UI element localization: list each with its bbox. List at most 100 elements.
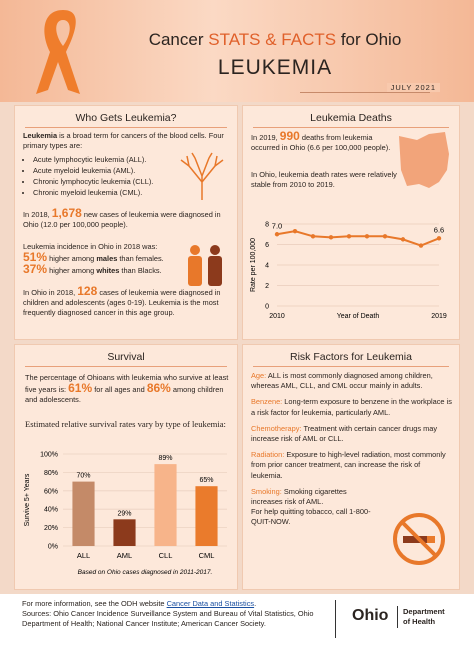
risk-item: Radiation: Exposure to high-level radiat… (251, 450, 453, 481)
point (274, 232, 280, 237)
list-item: Chronic lymphocytic leukemia (CLL). (33, 176, 183, 187)
x-tick-label: AML (117, 551, 132, 560)
y-tick-label: 4 (265, 263, 269, 270)
text: is a broad term for cancers of the blood… (23, 131, 224, 151)
point (292, 228, 298, 234)
panel-title: Leukemia Deaths (310, 112, 392, 124)
point (400, 237, 406, 242)
text: In 2018, (23, 210, 52, 219)
type-list: Acute lymphocytic leukemia (ALL). Acute … (23, 154, 183, 198)
risk-label: Chemotherapy: (251, 423, 302, 433)
x-tick-label: 2010 (269, 313, 285, 320)
logo-divider (397, 606, 398, 628)
title-highlight: STATS & FACTS (208, 30, 337, 49)
y-tick-label: 40% (44, 507, 58, 514)
text: higher among (47, 254, 97, 264)
term: Leukemia (23, 131, 58, 140)
risk-text: ALL is most commonly diagnosed among chi… (251, 371, 433, 391)
annotation: Based on Ohio cases diagnosed in 2011-20… (78, 569, 213, 576)
paragraph: Leukemia incidence in Ohio in 2018 was: … (23, 242, 183, 276)
paragraph: Leukemia is a broad term for cancers of … (23, 131, 228, 151)
line (276, 230, 440, 247)
y-tick-label: 0 (265, 304, 269, 311)
risk-item: Benzene: Long-term exposure to benzene i… (251, 397, 453, 417)
text: of Health (403, 616, 436, 626)
footer: For more information, see the ODH websit… (0, 594, 474, 645)
text: higher among (47, 266, 97, 276)
highlight-number: 51% (23, 250, 48, 265)
header: Cancer STATS & FACTS for Ohio LEUKEMIA J… (0, 0, 474, 102)
point (328, 235, 334, 240)
data-label: 7.0 (272, 221, 282, 230)
header-title: Cancer STATS & FACTS for Ohio (110, 30, 440, 50)
divider (335, 600, 336, 638)
text: Department (403, 607, 445, 616)
title-rule (25, 366, 227, 367)
text: In Ohio in 2018, (23, 288, 78, 297)
point (364, 234, 370, 239)
text: For more information, see the ODH websit… (22, 599, 167, 608)
highlight-number: 61% (68, 381, 93, 396)
sources: Sources: Ohio Cancer Incidence Surveilla… (22, 609, 314, 628)
text: . (254, 599, 257, 608)
y-tick-label: 20% (44, 525, 58, 532)
list-item: Chronic myeloid leukemia (CML). (33, 187, 183, 198)
list-item: Acute myeloid leukemia (AML). (33, 165, 183, 176)
highlight-number: 37% (23, 262, 48, 277)
risk-text: Long-term exposure to benzene in the wor… (251, 397, 452, 417)
point (382, 234, 388, 239)
title-rule (25, 127, 227, 128)
risk-text: Smoking cigarettes increases risk of AML… (251, 486, 347, 507)
title-rule (253, 127, 449, 128)
title-prefix: Cancer (148, 30, 204, 49)
text: cases of leukemia were diagnosed in chil… (23, 288, 221, 318)
x-tick-label: CML (199, 551, 215, 560)
risk-label: Benzene: (251, 397, 283, 407)
bar (195, 486, 218, 546)
title-suffix: for Ohio (340, 30, 402, 49)
paragraph: The percentage of Ohioans with leukemia … (25, 373, 231, 406)
x-tick-label: CLL (159, 551, 173, 560)
risk-label: Radiation: (251, 450, 285, 460)
highlight-number: 128 (77, 284, 98, 298)
y-tick-label: 80% (44, 470, 58, 477)
data-label: 70% (76, 473, 90, 480)
risk-text: Exposure to high-level radiation, most c… (251, 450, 446, 480)
point (346, 234, 352, 239)
emphasis: whites (96, 266, 120, 276)
deaths-panel: Leukemia Deaths In 2019, 990 deaths from… (242, 105, 460, 340)
text: among children and adolescents. (25, 385, 224, 405)
x-tick-label: 2019 (431, 313, 447, 320)
data-label: 89% (158, 455, 172, 462)
footer-text: For more information, see the ODH websit… (22, 599, 327, 629)
people-icon (188, 245, 222, 286)
ohio-map (399, 132, 449, 188)
panel-title: Who Gets Leukemia? (75, 112, 177, 124)
risk-item: Smoking: Smoking cigarettes increases ri… (251, 487, 379, 507)
risk-item: Age: ALL is most commonly diagnosed amon… (251, 371, 453, 391)
point (436, 236, 442, 241)
y-tick-label: 2 (265, 283, 269, 290)
list-item: Acute lymphocytic leukemia (ALL). (33, 154, 183, 165)
risk-label: Age: (251, 371, 267, 380)
text: than Blacks. (119, 266, 162, 276)
risk-label: Smoking: (251, 486, 282, 496)
who-panel: Who Gets Leukemia? Leukemia is a broad t… (14, 105, 238, 340)
paragraph: In Ohio in 2018, 128 cases of leukemia w… (23, 284, 228, 319)
date: JULY 2021 (386, 83, 440, 92)
text: Leukemia incidence in Ohio in 2018 was: (23, 242, 158, 251)
paragraph: In 2019, 990 deaths from leukemia occurr… (251, 130, 391, 153)
ribbon-icon (36, 10, 80, 94)
y-tick-label: 100% (40, 452, 58, 459)
link[interactable]: Cancer Data and Statistics (166, 599, 255, 608)
risk-item: Chemotherapy: Treatment with certain can… (251, 424, 453, 444)
header-subtitle: LEUKEMIA (217, 56, 333, 79)
x-tick-label: ALL (77, 551, 90, 560)
highlight-number: 1,678 (51, 206, 82, 220)
bar (113, 519, 136, 546)
x-axis-title: Year of Death (337, 313, 380, 320)
tree-icon (180, 152, 224, 200)
date-rule (300, 92, 430, 93)
y-tick-label: 0% (48, 544, 58, 551)
risk-panel: Risk Factors for Leukemia Age: ALL is mo… (242, 344, 460, 590)
